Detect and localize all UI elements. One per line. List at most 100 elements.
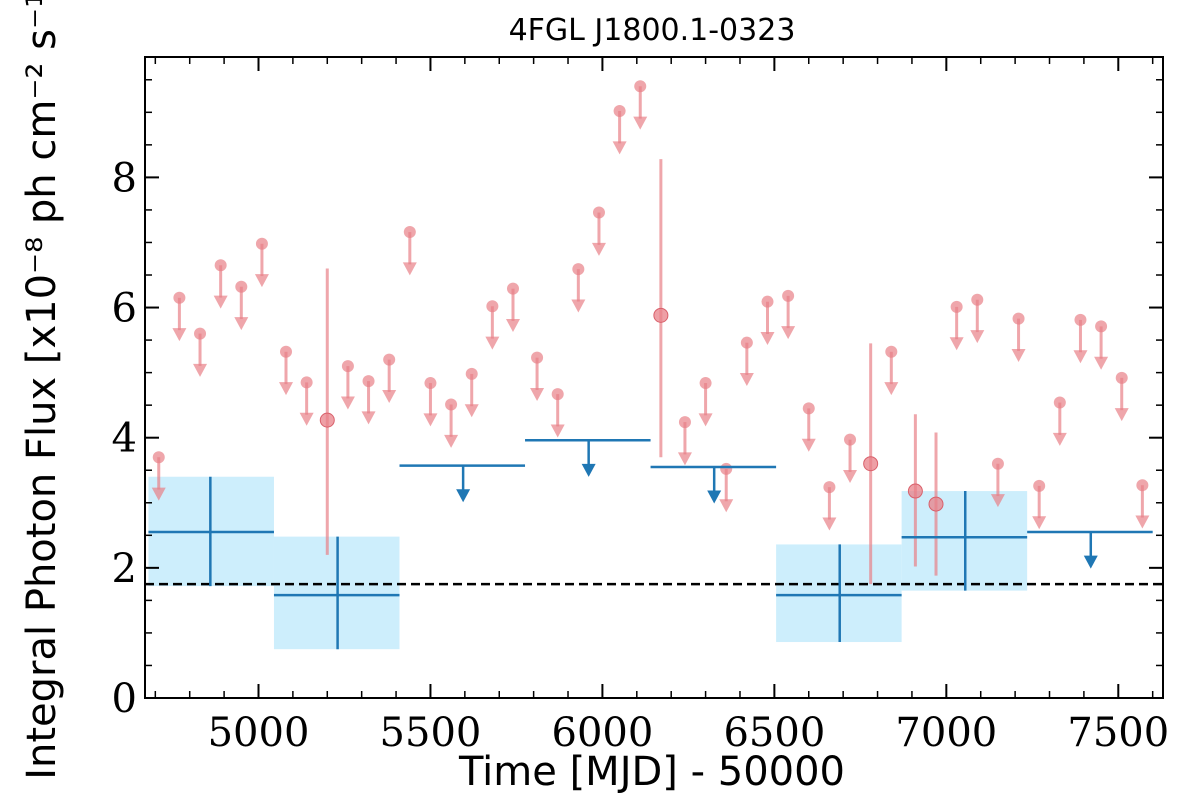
- fine-upper-limit-point: [280, 345, 293, 358]
- fine-upper-limit-arrow: [193, 363, 208, 377]
- coarse-upper-limit-arrow: [1083, 555, 1098, 569]
- fine-upper-limit-arrow: [213, 295, 228, 309]
- x-tick-label: 5500: [380, 710, 482, 756]
- fine-upper-limit-point: [844, 433, 857, 446]
- fine-detection-point: [319, 412, 335, 428]
- fine-upper-limit-arrow: [1094, 356, 1109, 370]
- fine-upper-limit-arrow: [801, 438, 816, 452]
- fine-upper-limit-arrow: [340, 396, 355, 410]
- x-tick-label: 6000: [552, 710, 654, 756]
- fine-upper-limit-point: [1095, 320, 1108, 333]
- fine-upper-limit-point: [424, 377, 437, 390]
- fine-upper-limit-point: [1136, 479, 1149, 492]
- fine-upper-limit-point: [486, 300, 499, 313]
- coarse-upper-limit-arrow: [581, 463, 596, 477]
- fine-upper-limit-arrow: [677, 452, 692, 466]
- fine-upper-limit-point: [823, 481, 836, 494]
- fine-upper-limit-arrow: [172, 328, 187, 342]
- fine-upper-limit-point: [613, 105, 626, 118]
- fine-upper-limit-arrow: [550, 424, 565, 438]
- fine-upper-limit-point: [194, 327, 207, 340]
- axis-ticks: 5000 5500 6000 6500 7000 7500 0 2 4 6 8: [112, 57, 1169, 756]
- fine-upper-limit-point: [465, 367, 478, 380]
- x-tick-label: 5000: [208, 710, 310, 756]
- fine-upper-limit-arrow: [1052, 432, 1067, 446]
- fine-upper-limit-arrow: [970, 330, 985, 344]
- fine-upper-limit-point: [802, 402, 815, 415]
- fine-upper-limit-point: [761, 295, 774, 308]
- fine-upper-limit-point: [255, 237, 268, 250]
- coarse-upper-limit-arrow: [707, 490, 722, 504]
- fine-upper-limit-point: [885, 345, 898, 358]
- fine-upper-limit-point: [383, 353, 396, 366]
- fine-upper-limit-arrow: [949, 337, 964, 351]
- fine-upper-limit-point: [971, 293, 984, 306]
- fine-upper-limit-arrow: [591, 242, 606, 256]
- fine-detection-point: [928, 496, 944, 512]
- fine-upper-limit-arrow: [990, 494, 1005, 508]
- y-tick-label: 2: [112, 546, 137, 592]
- fine-upper-limit-point: [572, 263, 585, 276]
- fine-upper-limit-point: [235, 280, 248, 293]
- fine-upper-limit-arrow: [843, 469, 858, 483]
- fine-detection-point: [907, 483, 923, 499]
- fine-upper-limit-point: [531, 351, 544, 364]
- fine-upper-limit-arrow: [444, 434, 459, 448]
- y-tick-label: 6: [112, 286, 137, 332]
- x-tick-label: 7000: [895, 710, 997, 756]
- fine-upper-limit-point: [341, 360, 354, 373]
- fine-upper-limit-arrow: [633, 116, 648, 130]
- fine-upper-limit-arrow: [698, 413, 713, 427]
- fine-upper-limit-point: [1033, 479, 1046, 492]
- y-axis-label: Integral Photon Flux [x10⁻⁸ ph cm⁻² s⁻¹]: [19, 0, 65, 780]
- fine-upper-limit-arrow: [1011, 348, 1026, 362]
- coarse-upper-limit-arrow: [456, 489, 471, 503]
- fine-upper-limit-point: [720, 462, 733, 475]
- fine-upper-limit-point: [1053, 396, 1066, 409]
- fine-upper-limit-point: [634, 80, 647, 93]
- fine-upper-limit-point: [551, 388, 564, 401]
- y-tick-label: 8: [112, 155, 137, 201]
- fine-upper-limit-arrow: [781, 326, 796, 340]
- fine-upper-limit-arrow: [739, 373, 754, 387]
- fine-upper-limit-arrow: [719, 499, 734, 513]
- chart-title: 4FGL J1800.1-0323: [509, 13, 796, 48]
- fine-upper-limit-arrow: [234, 317, 249, 331]
- fine-upper-limit-point: [592, 206, 605, 219]
- fine-upper-limit-point: [1012, 312, 1025, 325]
- fine-upper-limit-point: [445, 398, 458, 411]
- fine-upper-limit-point: [1115, 371, 1128, 384]
- fine-upper-limit-arrow: [1114, 408, 1129, 422]
- fine-upper-limit-arrow: [299, 412, 314, 426]
- fine-upper-limit-point: [506, 282, 519, 295]
- fine-upper-limit-arrow: [530, 387, 545, 401]
- y-tick-label: 4: [112, 416, 137, 462]
- fine-upper-limit-arrow: [361, 411, 376, 425]
- fine-upper-limit-arrow: [1073, 350, 1088, 364]
- fine-upper-limit-arrow: [151, 487, 166, 501]
- fine-upper-limit-point: [678, 416, 691, 429]
- fine-upper-limit-point: [152, 451, 165, 464]
- fine-upper-limit-arrow: [402, 262, 417, 276]
- fine-upper-limit-arrow: [612, 141, 627, 155]
- fine-upper-limit-point: [403, 226, 416, 239]
- fine-upper-limit-point: [173, 291, 186, 304]
- fine-upper-limit-arrow: [1032, 516, 1047, 530]
- fine-upper-limit-point: [300, 376, 313, 389]
- fine-upper-limit-point: [991, 457, 1004, 470]
- fine-upper-limit-arrow: [464, 404, 479, 418]
- fine-upper-limit-arrow: [485, 336, 500, 350]
- y-tick-label: 0: [112, 676, 137, 722]
- fine-upper-limit-arrow: [423, 413, 438, 427]
- fine-upper-limit-point: [362, 375, 375, 388]
- fine-upper-limit-arrow: [279, 382, 294, 396]
- fine-upper-limit-point: [782, 289, 795, 302]
- fine-upper-limit-arrow: [382, 389, 397, 403]
- fine-upper-limit-point: [1074, 313, 1087, 326]
- plot-area: [145, 80, 1163, 650]
- x-tick-label: 7500: [1067, 710, 1169, 756]
- fine-upper-limit-point: [699, 377, 712, 390]
- plot-frame: [144, 56, 1164, 699]
- fine-upper-limit-arrow: [822, 517, 837, 531]
